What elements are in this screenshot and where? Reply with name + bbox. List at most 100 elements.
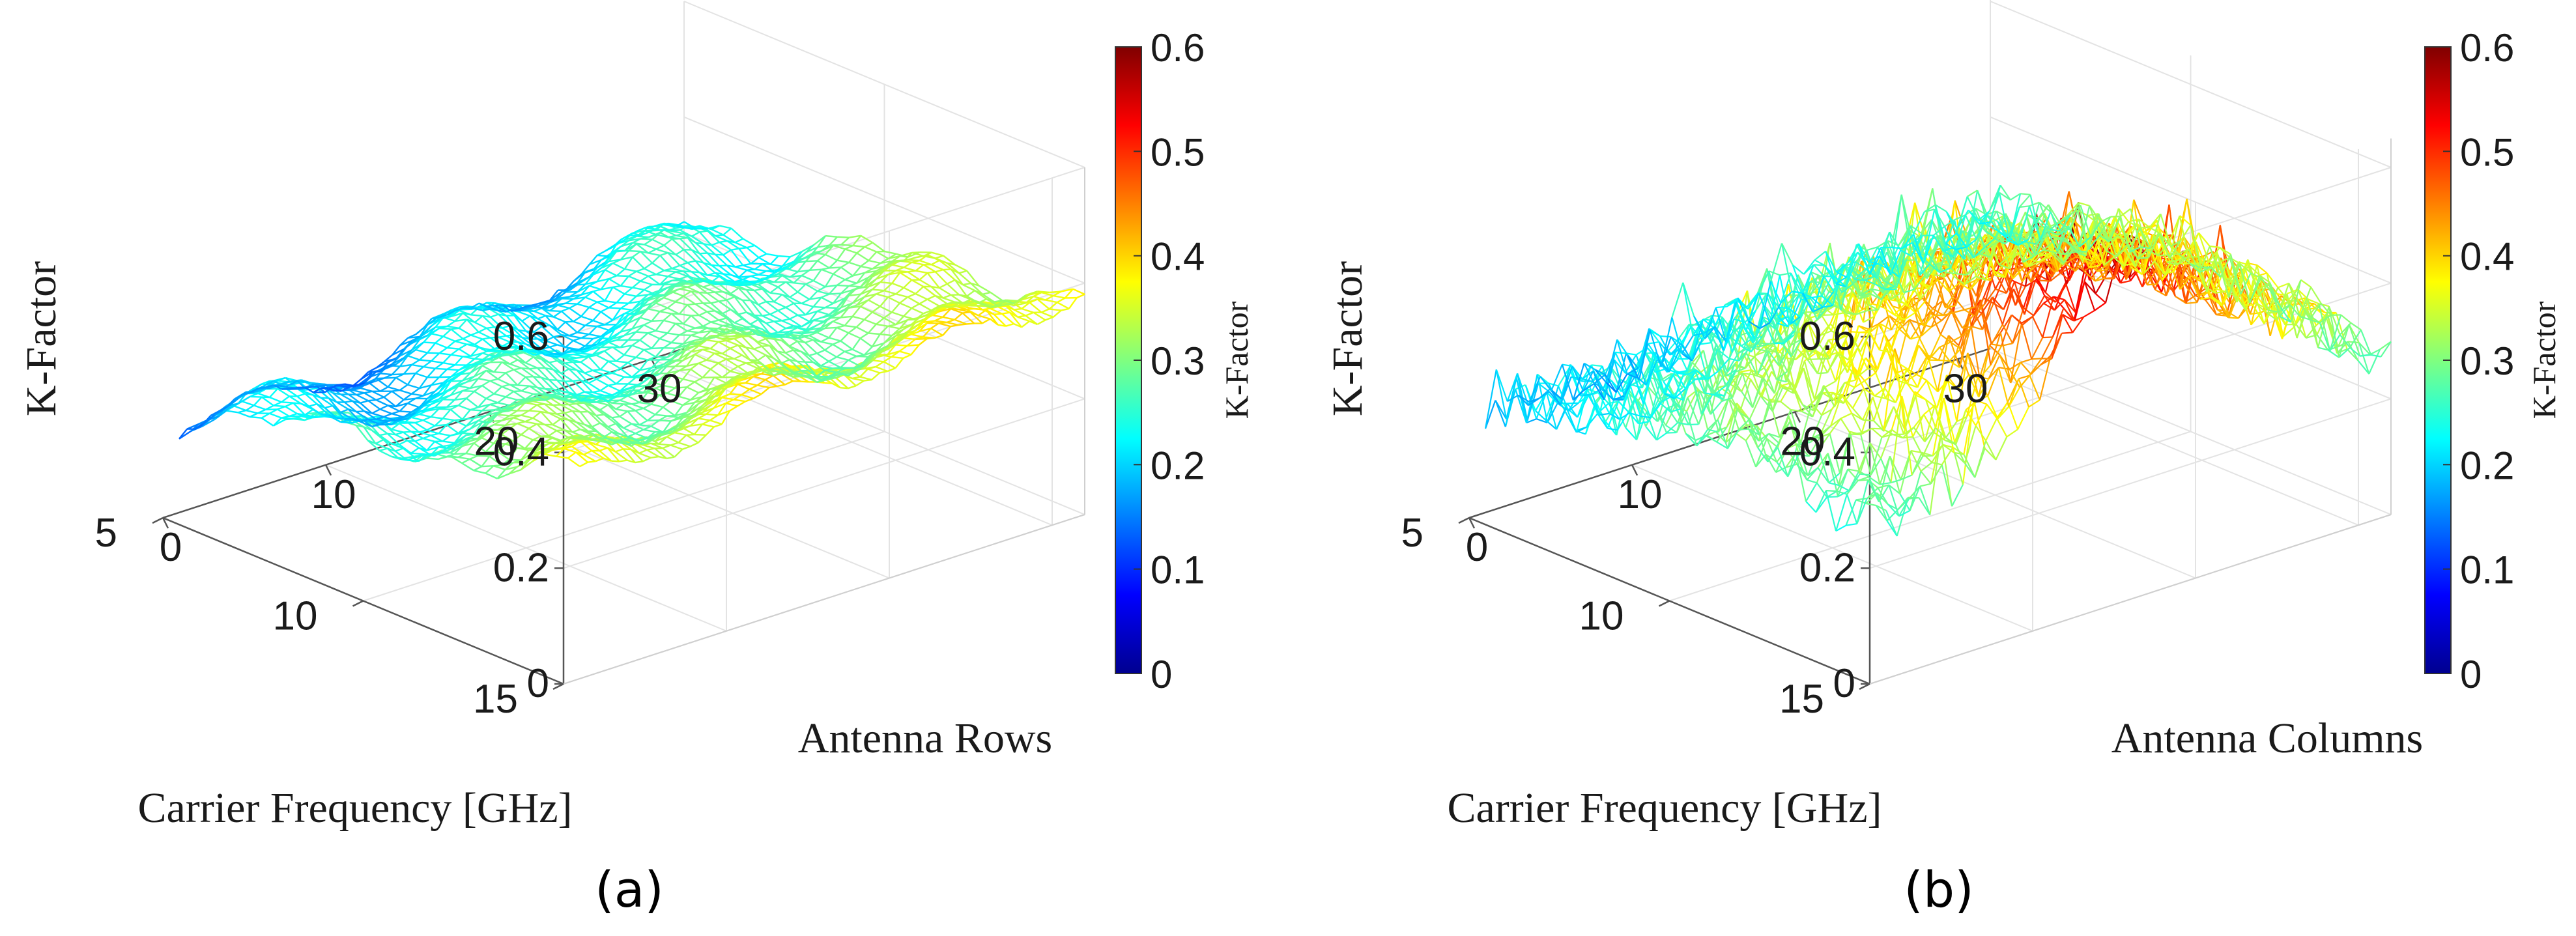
surface-mesh-line <box>648 330 656 334</box>
surface-mesh-line <box>2001 315 2012 347</box>
surface-mesh-line <box>659 392 668 396</box>
surface-mesh-line <box>410 447 420 454</box>
surface-mesh-line <box>659 332 668 339</box>
surface-mesh-line <box>588 301 597 308</box>
surface-mesh-line <box>493 393 506 398</box>
surface-mesh-line <box>308 403 317 407</box>
surface-mesh-line <box>285 406 298 415</box>
surface-mesh-line <box>773 294 783 303</box>
surface-mesh-line <box>840 315 853 319</box>
surface-mesh-line <box>269 412 282 419</box>
surface-mesh-line <box>580 337 594 340</box>
surface-mesh-line <box>399 384 408 391</box>
surface-mesh-line <box>1037 291 1050 294</box>
surface-mesh-line <box>497 414 510 417</box>
surface-mesh-line <box>785 349 794 354</box>
surface-mesh-line <box>710 300 719 304</box>
surface-mesh-line <box>640 317 652 322</box>
surface-mesh-line <box>607 426 620 435</box>
surface-mesh-line <box>528 404 537 412</box>
surface-mesh-line <box>521 427 530 436</box>
surface-mesh-line <box>769 309 779 315</box>
surface-mesh-line <box>734 264 743 268</box>
surface-mesh-line <box>399 410 412 413</box>
surface-mesh-line <box>655 384 664 389</box>
surface-mesh-line <box>431 352 440 362</box>
surface-mesh-line <box>639 424 651 427</box>
surface-mesh-line <box>430 451 443 456</box>
surface-mesh-line <box>750 275 763 281</box>
colorbar-tick-label: 0.1 <box>1151 548 1205 592</box>
surface-mesh-line <box>721 410 731 425</box>
surface-mesh-line <box>687 304 700 316</box>
surface-mesh-line <box>895 315 904 326</box>
surface-mesh-line <box>821 296 834 304</box>
surface-mesh-line <box>552 418 562 426</box>
surface-mesh-line <box>859 368 868 378</box>
surface-mesh-line <box>749 367 758 375</box>
surface-mesh-line <box>560 368 569 375</box>
surface-mesh-line <box>639 332 649 341</box>
surface-mesh-line <box>730 287 739 294</box>
surface-mesh-line <box>707 272 716 276</box>
surface-mesh-line <box>706 388 719 390</box>
surface-mesh-line <box>1878 456 1891 502</box>
surface-mesh-line <box>423 365 436 369</box>
surface-mesh-line <box>466 397 479 408</box>
surface-mesh-line <box>660 222 668 225</box>
surface-mesh-line <box>678 442 691 447</box>
surface-mesh-line <box>383 390 393 398</box>
surface-mesh-line <box>569 335 582 339</box>
surface-mesh-line <box>623 427 636 434</box>
surface-mesh-line <box>391 390 405 401</box>
surface-mesh-line <box>595 457 604 462</box>
surface-mesh-line <box>616 395 628 397</box>
surface-mesh-line <box>431 360 444 364</box>
surface-mesh-line <box>907 296 920 305</box>
surface-mesh-line <box>571 446 584 456</box>
surface-mesh-line <box>505 443 518 449</box>
surface-mesh-line <box>520 449 530 461</box>
z-tick-label: 0.6 <box>493 314 549 359</box>
surface-mesh-line <box>560 444 569 449</box>
surface-mesh-line <box>595 415 608 428</box>
surface-mesh-line <box>528 423 537 429</box>
surface-mesh-line <box>880 333 893 337</box>
surface-mesh-line <box>895 293 908 298</box>
surface-mesh-line <box>687 330 700 333</box>
surface-mesh-line <box>784 380 794 386</box>
surface-mesh-line <box>797 283 807 293</box>
surface-mesh-line <box>635 461 644 464</box>
surface-mesh-line <box>883 289 896 295</box>
surface-mesh-line <box>567 419 581 431</box>
surface-mesh-line <box>717 388 727 397</box>
surface-mesh-line <box>682 399 691 406</box>
surface-mesh-line <box>887 367 896 373</box>
surface-mesh-line <box>635 433 648 439</box>
surface-mesh-line <box>458 343 468 350</box>
surface-mesh-line <box>600 311 614 321</box>
surface-mesh-line <box>765 375 774 381</box>
surface-mesh-line <box>872 242 885 252</box>
surface-mesh-line <box>896 270 908 273</box>
surface-mesh-line <box>951 294 959 296</box>
surface-mesh-line <box>481 385 494 395</box>
surface-mesh-line <box>1827 496 1839 498</box>
surface-mesh-line <box>451 354 463 358</box>
surface-mesh-line <box>2095 293 2106 304</box>
surface-mesh-line <box>508 447 518 461</box>
surface-mesh-line <box>698 359 707 364</box>
surface-mesh-line <box>675 365 687 367</box>
surface-mesh-line <box>674 360 684 367</box>
surface-mesh-line <box>659 443 671 446</box>
surface-mesh-line <box>536 423 550 437</box>
surface-mesh-line <box>442 354 452 363</box>
surface-mesh-line <box>261 417 274 427</box>
surface-mesh-line <box>667 276 680 280</box>
surface-mesh-line <box>780 362 794 374</box>
surface-mesh-line <box>2021 322 2033 360</box>
surface-mesh-line <box>911 333 924 338</box>
surface-mesh-line <box>356 410 365 413</box>
surface-mesh-line <box>702 348 715 354</box>
surface-mesh-line <box>690 395 703 401</box>
